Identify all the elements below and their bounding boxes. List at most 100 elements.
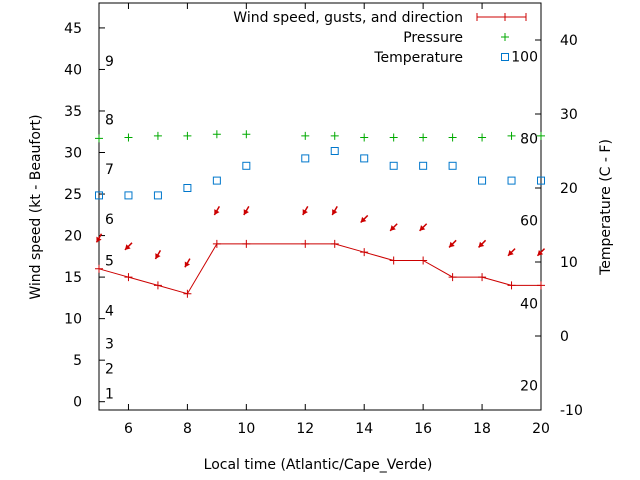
wind-direction-arrow [184,258,191,268]
legend-label: Temperature [373,50,463,66]
x-tick-label: 8 [183,421,192,437]
temperature-series [95,147,545,200]
legend-label: Wind speed, gusts, and direction [233,10,463,26]
wind-speed-point [330,239,339,248]
beaufort-label: 3 [105,337,114,353]
x-axis: 6 8 10 12 14 16 18 20 [124,3,550,437]
wind-series [95,239,545,298]
x-tick-label: 6 [124,421,133,437]
plot-frame [98,2,542,411]
temperature-point [537,176,545,185]
temperature-point [389,161,398,170]
wind-speed-point [242,239,251,248]
fahrenheit-label: 40 [520,296,538,312]
pressure-point [242,130,251,139]
pressure-point [124,133,133,142]
temperature-point [507,176,516,185]
pressure-point [301,131,310,140]
left-y-axis-label: Wind speed (kt - Beaufort) [28,114,44,299]
temperature-point [242,161,251,170]
right-y-tick-label: 40 [560,33,578,49]
wind-direction-arrow [536,248,546,257]
legend-entry: Temperature [373,50,509,66]
temperature-point [124,191,133,200]
wind-direction-arrow [389,223,398,232]
right-y-tick-label: 10 [560,255,578,271]
wind-speed-point [124,273,133,282]
fahrenheit-label: 80 [520,131,538,147]
wind-direction-arrow [448,239,457,248]
x-tick-label: 18 [473,421,491,437]
wind-speed-point [389,256,398,265]
wind-speed-point [212,239,221,248]
right-y-tick-label: 0 [560,329,569,345]
pressure-point [419,133,428,142]
temperature-point [360,154,369,163]
temperature-point [301,154,310,163]
left-y-tick-label: 0 [73,395,82,411]
x-tick-label: 16 [414,421,432,437]
wind-speed-point [301,239,310,248]
pressure-point [153,131,162,140]
left-y-tick-label: 5 [73,353,82,369]
wind-direction-arrow [213,205,221,216]
left-y-tick-label: 25 [64,187,82,203]
wind-speed-point [153,281,162,290]
right-y-axis: -10 0 10 20 30 40 [535,33,583,419]
pressure-point [507,131,516,140]
pressure-point [448,133,457,142]
wind-direction-arrow [302,205,309,216]
left-y-tick-label: 30 [64,146,82,162]
wind-speed-point [360,248,369,257]
temperature-point [478,176,487,185]
wind-direction-arrow [419,223,428,232]
pressure-point [95,134,103,143]
legend-swatch [501,53,509,61]
pressure-point [330,131,339,140]
wind-direction-arrow [331,205,338,216]
temperature-point [153,191,162,200]
temperature-point [330,147,339,155]
beaufort-label: 6 [105,212,114,228]
temperature-point [419,161,428,170]
wind-speed-point [95,264,103,273]
x-tick-label: 14 [355,421,373,437]
temperature-point [212,176,221,185]
pressure-point [183,131,192,140]
wind-speed-point [448,273,457,282]
legend-swatch [501,33,509,41]
right-y-axis-label: Temperature (C - F) [598,139,614,276]
wind-direction-arrow [124,242,133,251]
fahrenheit-label: 20 [520,379,538,395]
right-y-tick-label: 30 [560,107,578,123]
wind-direction-arrow [95,233,103,243]
wind-speed-point [183,289,192,298]
fahrenheit-label: 60 [520,214,538,230]
temperature-point [183,184,192,192]
wind-direction-arrow [243,205,250,216]
left-y-tick-label: 40 [64,62,82,78]
beaufort-scale: 1 2 3 4 5 6 7 8 9 [105,54,114,402]
left-y-tick-label: 15 [64,270,82,286]
legend-entry: Pressure [403,30,509,46]
beaufort-label: 2 [105,361,114,377]
wind-speed-line [98,243,541,295]
beaufort-label: 5 [105,253,114,269]
left-y-tick-label: 45 [64,21,82,37]
beaufort-label: 8 [105,112,114,128]
wind-direction-arrow [507,248,516,257]
x-tick-label: 12 [296,421,314,437]
temperature-point [448,161,457,170]
pressure-point [360,133,369,142]
x-tick-label: 20 [532,421,550,437]
wind-speed-point [478,273,487,282]
x-axis-label: Local time (Atlantic/Cape_Verde) [204,457,433,473]
wind-direction-arrow [478,239,487,248]
beaufort-label: 1 [105,386,114,402]
pressure-point [212,130,221,139]
x-tick-label: 10 [237,421,255,437]
legend: Wind speed, gusts, and direction Pressure… [233,10,527,66]
pressure-point [478,133,487,142]
wind-direction-arrow [154,249,162,260]
